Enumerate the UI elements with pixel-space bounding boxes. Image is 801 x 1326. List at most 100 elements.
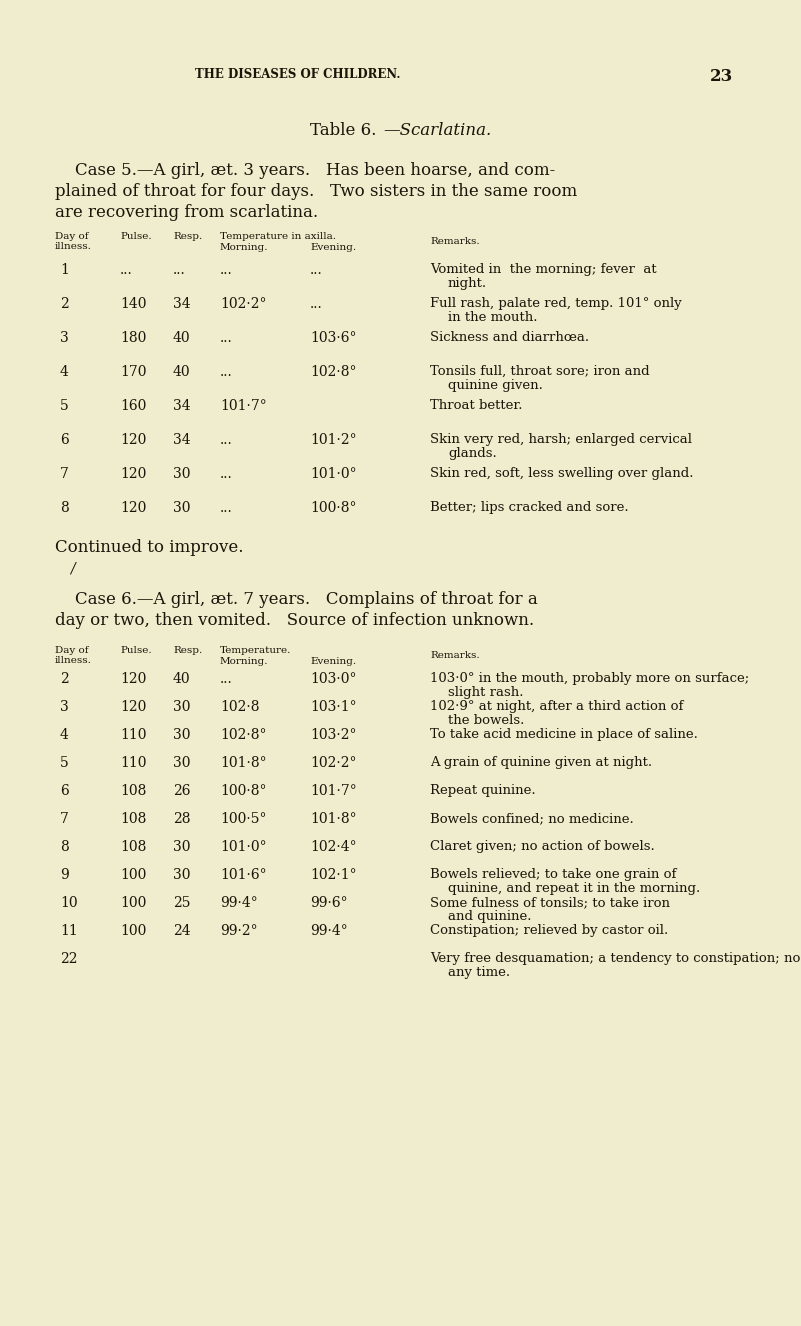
Text: any time.: any time. <box>448 967 510 979</box>
Text: Morning.: Morning. <box>220 243 268 252</box>
Text: 6: 6 <box>60 784 69 798</box>
Text: 101·0°: 101·0° <box>220 839 267 854</box>
Text: 102·1°: 102·1° <box>310 869 356 882</box>
Text: 101·2°: 101·2° <box>310 434 356 447</box>
Text: THE DISEASES OF CHILDREN.: THE DISEASES OF CHILDREN. <box>195 68 400 81</box>
Text: ...: ... <box>220 672 233 686</box>
Text: Resp.: Resp. <box>173 646 202 655</box>
Text: 22: 22 <box>60 952 78 967</box>
Text: 40: 40 <box>173 672 191 686</box>
Text: 120: 120 <box>120 501 147 514</box>
Text: Vomited in  the morning; fever  at: Vomited in the morning; fever at <box>430 263 657 276</box>
Text: 40: 40 <box>173 332 191 345</box>
Text: Claret given; no action of bowels.: Claret given; no action of bowels. <box>430 839 654 853</box>
Text: 23: 23 <box>710 68 733 85</box>
Text: 101·8°: 101·8° <box>310 812 356 826</box>
Text: 30: 30 <box>173 501 191 514</box>
Text: 120: 120 <box>120 672 147 686</box>
Text: Remarks.: Remarks. <box>430 237 480 247</box>
Text: 8: 8 <box>60 501 69 514</box>
Text: ...: ... <box>220 467 233 481</box>
Text: 30: 30 <box>173 756 191 770</box>
Text: 3: 3 <box>60 332 69 345</box>
Text: 120: 120 <box>120 467 147 481</box>
Text: 99·4°: 99·4° <box>220 896 258 910</box>
Text: Bowels confined; no medicine.: Bowels confined; no medicine. <box>430 812 634 825</box>
Text: Morning.: Morning. <box>220 656 268 666</box>
Text: ...: ... <box>220 263 233 277</box>
Text: night.: night. <box>448 277 487 290</box>
Text: glands.: glands. <box>448 447 497 460</box>
Text: 140: 140 <box>120 297 147 312</box>
Text: 100: 100 <box>120 869 147 882</box>
Text: 102·8: 102·8 <box>220 700 260 713</box>
Text: 34: 34 <box>173 297 191 312</box>
Text: 99·6°: 99·6° <box>310 896 348 910</box>
Text: ...: ... <box>220 365 233 379</box>
Text: 170: 170 <box>120 365 147 379</box>
Text: 102·8°: 102·8° <box>220 728 267 743</box>
Text: ...: ... <box>173 263 186 277</box>
Text: 180: 180 <box>120 332 147 345</box>
Text: 101·6°: 101·6° <box>220 869 267 882</box>
Text: 30: 30 <box>173 839 191 854</box>
Text: Resp.: Resp. <box>173 232 202 241</box>
Text: in the mouth.: in the mouth. <box>448 312 537 324</box>
Text: 34: 34 <box>173 399 191 412</box>
Text: 100: 100 <box>120 924 147 937</box>
Text: A grain of quinine given at night.: A grain of quinine given at night. <box>430 756 652 769</box>
Text: 10: 10 <box>60 896 78 910</box>
Text: are recovering from scarlatina.: are recovering from scarlatina. <box>55 204 318 221</box>
Text: day or two, then vomited.   Source of infection unknown.: day or two, then vomited. Source of infe… <box>55 613 534 629</box>
Text: 100·5°: 100·5° <box>220 812 267 826</box>
Text: Very free desquamation; a tendency to constipation; no albuminuria at: Very free desquamation; a tendency to co… <box>430 952 801 965</box>
Text: Some fulness of tonsils; to take iron: Some fulness of tonsils; to take iron <box>430 896 670 910</box>
Text: 6: 6 <box>60 434 69 447</box>
Text: 40: 40 <box>173 365 191 379</box>
Text: Pulse.: Pulse. <box>120 646 151 655</box>
Text: 26: 26 <box>173 784 191 798</box>
Text: 25: 25 <box>173 896 191 910</box>
Text: 11: 11 <box>60 924 78 937</box>
Text: 100·8°: 100·8° <box>220 784 267 798</box>
Text: 99·4°: 99·4° <box>310 924 348 937</box>
Text: Bowels relieved; to take one grain of: Bowels relieved; to take one grain of <box>430 869 676 880</box>
Text: 103·2°: 103·2° <box>310 728 356 743</box>
Text: 103·1°: 103·1° <box>310 700 356 713</box>
Text: —Scarlatina.: —Scarlatina. <box>383 122 491 139</box>
Text: ...: ... <box>120 263 133 277</box>
Text: 5: 5 <box>60 756 69 770</box>
Text: Day of
illness.: Day of illness. <box>55 646 92 666</box>
Text: Evening.: Evening. <box>310 656 356 666</box>
Text: quinine given.: quinine given. <box>448 379 543 392</box>
Text: 99·2°: 99·2° <box>220 924 258 937</box>
Text: 120: 120 <box>120 700 147 713</box>
Text: Evening.: Evening. <box>310 243 356 252</box>
Text: ...: ... <box>220 434 233 447</box>
Text: Day of
illness.: Day of illness. <box>55 232 92 252</box>
Text: 7: 7 <box>60 467 69 481</box>
Text: 103·0° in the mouth, probably more on surface;: 103·0° in the mouth, probably more on su… <box>430 672 749 686</box>
Text: 120: 120 <box>120 434 147 447</box>
Text: 3: 3 <box>60 700 69 713</box>
Text: To take acid medicine in place of saline.: To take acid medicine in place of saline… <box>430 728 698 741</box>
Text: 110: 110 <box>120 756 147 770</box>
Text: 28: 28 <box>173 812 191 826</box>
Text: 34: 34 <box>173 434 191 447</box>
Text: Remarks.: Remarks. <box>430 651 480 660</box>
Text: 101·7°: 101·7° <box>220 399 267 412</box>
Text: Better; lips cracked and sore.: Better; lips cracked and sore. <box>430 501 629 514</box>
Text: 2: 2 <box>60 297 69 312</box>
Text: 103·0°: 103·0° <box>310 672 356 686</box>
Text: 100·8°: 100·8° <box>310 501 356 514</box>
Text: plained of throat for four days.   Two sisters in the same room: plained of throat for four days. Two sis… <box>55 183 578 200</box>
Text: 1: 1 <box>60 263 69 277</box>
Text: 7: 7 <box>60 812 69 826</box>
Text: slight rash.: slight rash. <box>448 686 524 699</box>
Text: Sickness and diarrhœa.: Sickness and diarrhœa. <box>430 332 589 343</box>
Text: 108: 108 <box>120 812 147 826</box>
Text: Temperature in axilla.: Temperature in axilla. <box>220 232 336 241</box>
Text: Table 6.: Table 6. <box>310 122 376 139</box>
Text: 160: 160 <box>120 399 147 412</box>
Text: 8: 8 <box>60 839 69 854</box>
